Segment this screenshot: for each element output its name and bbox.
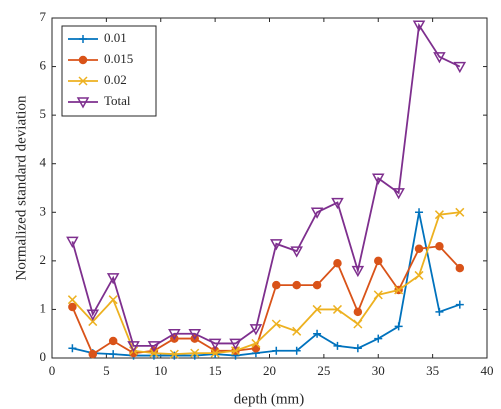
marker (455, 207, 465, 217)
marker (435, 242, 444, 251)
marker (106, 273, 120, 285)
marker (230, 346, 241, 356)
marker (331, 197, 344, 210)
marker (435, 307, 444, 316)
x-tick-label: 25 (317, 363, 330, 378)
marker (455, 300, 464, 309)
marker (310, 207, 324, 219)
marker (455, 263, 465, 273)
y-tick-label: 0 (40, 349, 47, 364)
marker (76, 97, 90, 109)
marker (67, 295, 77, 305)
x-tick-label: 10 (154, 363, 167, 378)
series-line (71, 211, 460, 356)
marker (312, 304, 322, 314)
marker (373, 290, 383, 300)
y-axis-title: Normalized standard deviation (13, 95, 29, 280)
x-tick-label: 30 (372, 363, 385, 378)
y-tick-label: 1 (40, 300, 47, 315)
marker (88, 349, 98, 359)
marker (371, 173, 385, 185)
marker (292, 326, 302, 336)
marker (313, 329, 322, 338)
series (67, 207, 465, 359)
marker (434, 210, 444, 220)
series (68, 242, 465, 359)
y-tick-label: 4 (40, 155, 47, 170)
marker (149, 348, 159, 358)
marker (251, 338, 261, 348)
x-axis-title: depth (mm) (234, 391, 304, 407)
marker (109, 350, 118, 359)
legend-label: 0.01 (104, 30, 127, 45)
marker (353, 307, 363, 317)
marker (415, 208, 424, 217)
legend-box (61, 25, 157, 117)
marker (190, 348, 200, 358)
y-tick-label: 2 (40, 252, 47, 267)
y-tick-label: 5 (40, 106, 47, 121)
marker (272, 346, 281, 355)
marker (88, 317, 98, 327)
marker (272, 280, 281, 290)
legend-label: 0.02 (104, 72, 127, 87)
marker (374, 334, 383, 343)
marker (374, 256, 383, 266)
marker (353, 319, 363, 329)
marker (333, 259, 342, 268)
marker (412, 20, 426, 32)
marker (312, 280, 322, 290)
legend: 0.01 0.015 0.02 Total (61, 25, 157, 117)
marker (68, 344, 77, 353)
marker (108, 295, 118, 305)
y-tick-label: 6 (40, 58, 47, 73)
marker (66, 236, 79, 248)
marker (78, 55, 88, 65)
marker (68, 302, 77, 312)
marker (394, 285, 404, 295)
marker (332, 304, 342, 314)
marker (453, 61, 467, 74)
marker (271, 319, 281, 329)
x-tick-label: 35 (426, 363, 439, 378)
x-tick-label: 15 (209, 363, 222, 378)
marker (353, 344, 362, 353)
marker (433, 52, 446, 64)
marker (86, 309, 100, 321)
marker (414, 270, 424, 280)
marker (229, 338, 242, 350)
legend-label: Total (104, 93, 131, 108)
marker (414, 244, 424, 253)
marker (108, 336, 118, 346)
marker (147, 341, 161, 353)
y-tick-label: 3 (40, 203, 47, 218)
x-tick-label: 40 (481, 363, 494, 378)
marker (208, 338, 222, 350)
legend-label: 0.015 (104, 51, 133, 66)
marker (392, 188, 405, 200)
series (66, 20, 467, 353)
marker (292, 280, 301, 290)
x-tick-label: 0 (49, 363, 56, 378)
y-tick-label: 7 (40, 9, 47, 24)
marker (394, 322, 403, 331)
marker (351, 265, 365, 278)
marker (169, 349, 179, 359)
marker (249, 324, 263, 336)
marker (127, 341, 140, 353)
marker (168, 328, 181, 341)
marker (79, 35, 87, 43)
marker (188, 328, 202, 341)
x-tick-label: 20 (263, 363, 276, 378)
x-tick-label: 5 (103, 363, 110, 378)
marker (170, 351, 179, 360)
marker (290, 246, 303, 258)
marker (210, 348, 220, 358)
marker (333, 341, 342, 350)
marker (270, 239, 283, 251)
marker (78, 76, 88, 86)
marker (292, 346, 301, 355)
